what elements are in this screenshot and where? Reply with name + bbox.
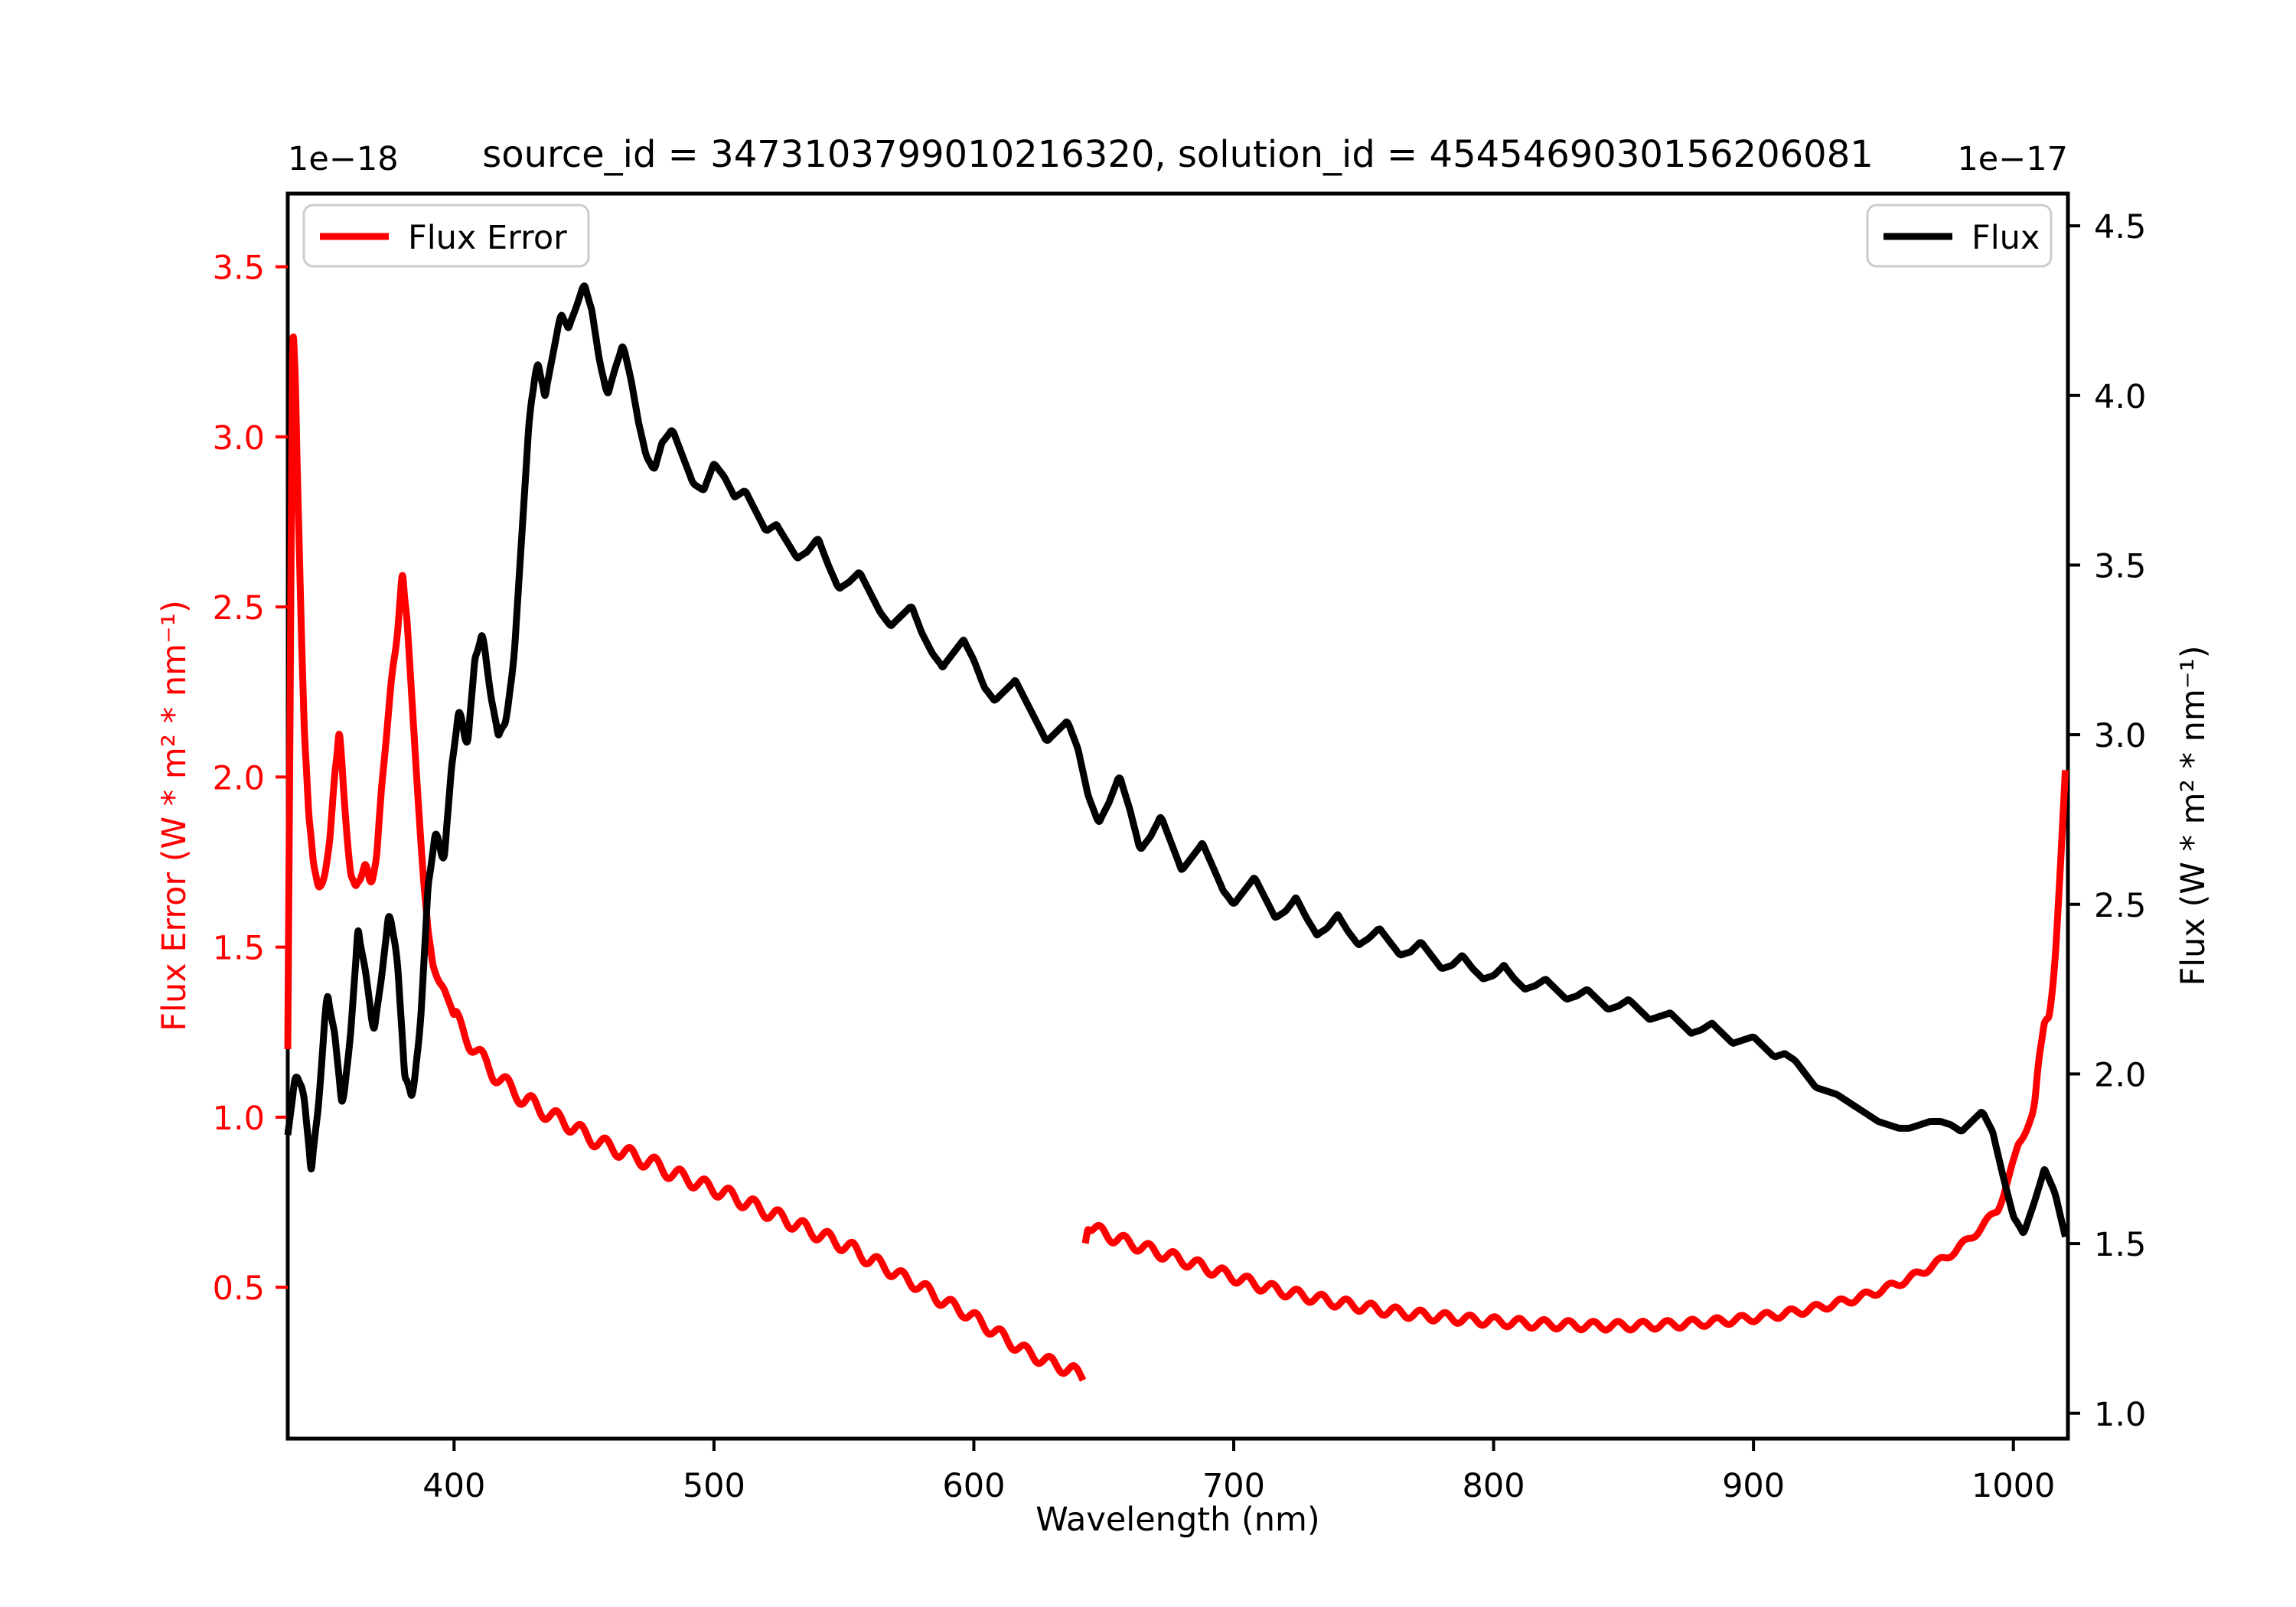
left-axis-ticks: 0.5 1.0 1.5 2.0 2.5 3.0 3.5: [213, 249, 288, 1308]
left-y-axis-label: Flux Error (W * m² * nm⁻¹): [155, 600, 194, 1031]
legend-flux-error[interactable]: Flux Error: [302, 204, 590, 268]
right-tick-label: 1.0: [2094, 1396, 2146, 1434]
x-tick-label: 800: [1463, 1467, 1525, 1505]
x-tick-label: 1000: [1971, 1467, 2055, 1505]
right-tick-label: 2.0: [2094, 1056, 2146, 1094]
legend-flux-label: Flux: [1971, 219, 2040, 257]
legend-flux-error-label: Flux Error: [408, 219, 567, 257]
legend-flux-error-box: [302, 204, 590, 268]
legend-flux-box: [1866, 204, 2053, 268]
left-axis-offset-label: 1e−18: [288, 140, 399, 178]
x-tick-label: 500: [683, 1467, 745, 1505]
left-tick-label: 2.0: [213, 759, 265, 797]
page-title: source_id = 3473103799010216320, solutio…: [482, 133, 1874, 176]
left-tick-label: 1.5: [213, 930, 265, 968]
x-tick-label: 600: [942, 1467, 1005, 1505]
right-tick-label: 4.0: [2094, 378, 2146, 416]
left-tick-label: 0.5: [213, 1270, 265, 1308]
x-axis-ticks: 400 500 600 700 800 900 1000: [422, 1439, 2055, 1505]
right-tick-label: 3.5: [2094, 547, 2146, 585]
right-tick-label: 2.5: [2094, 887, 2146, 925]
x-tick-label: 400: [422, 1467, 485, 1505]
series-line-flux-error: [1081, 770, 2069, 1334]
x-tick-label: 700: [1202, 1467, 1265, 1505]
x-tick-label: 900: [1722, 1467, 1785, 1505]
legend-flux[interactable]: Flux: [1866, 204, 2053, 268]
right-tick-label: 4.5: [2094, 208, 2146, 246]
left-tick-label: 1.0: [213, 1100, 265, 1138]
series-line-flux-error: [284, 333, 1087, 1382]
right-tick-label: 1.5: [2094, 1226, 2146, 1264]
left-tick-label: 2.5: [213, 589, 265, 627]
left-tick-label: 3.0: [213, 419, 265, 458]
x-axis-label: Wavelength (nm): [1035, 1501, 1319, 1539]
data-series-group: [284, 282, 2069, 1382]
right-y-axis-label: Flux (W * m² * nm⁻¹): [2174, 646, 2213, 986]
series-line-flux: [284, 282, 2069, 1238]
right-axis-offset-label: 1e−17: [1957, 140, 2068, 178]
left-tick-label: 3.5: [213, 249, 265, 288]
right-tick-label: 3.0: [2094, 717, 2146, 755]
right-axis-ticks: 1.0 1.5 2.0 2.5 3.0 3.5 4.0 4.5: [2068, 208, 2146, 1434]
